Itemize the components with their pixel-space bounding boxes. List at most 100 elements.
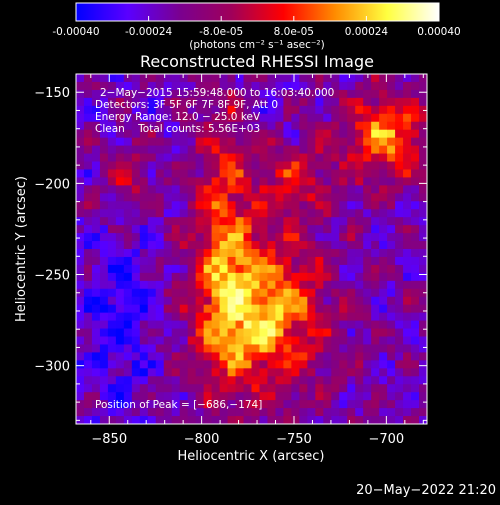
heatmap-cell	[299, 328, 308, 338]
heatmap-cell	[259, 376, 269, 385]
heatmap-cell	[307, 312, 316, 322]
heatmap-cell	[99, 129, 109, 139]
heatmap-cell	[299, 264, 308, 274]
heatmap-cell	[83, 344, 93, 353]
heatmap-cell	[347, 249, 356, 258]
heatmap-cell	[155, 272, 165, 282]
heatmap-cell	[355, 145, 364, 155]
heatmap-cell	[355, 368, 364, 377]
heatmap-cell	[211, 312, 221, 322]
heatmap-cell	[139, 89, 149, 99]
heatmap-cell	[259, 121, 269, 131]
heatmap-cell	[291, 161, 300, 171]
heatmap-cell	[187, 288, 197, 298]
heatmap-cell	[203, 209, 213, 218]
heatmap-cell	[179, 392, 189, 401]
heatmap-cell	[387, 169, 396, 178]
heatmap-cell	[187, 97, 197, 107]
heatmap-cell	[347, 185, 356, 194]
heatmap-cell	[123, 74, 133, 83]
heatmap-cell	[171, 272, 181, 282]
heatmap-cell	[371, 209, 380, 218]
heatmap-cell	[187, 344, 197, 353]
heatmap-cell	[115, 408, 125, 417]
heatmap-cell	[107, 161, 117, 171]
heatmap-cell	[259, 288, 269, 298]
heatmap-cell	[307, 97, 316, 107]
heatmap-cell	[179, 249, 189, 258]
heatmap-cell	[291, 360, 300, 369]
heatmap-cell	[147, 233, 157, 242]
heatmap-cell	[115, 153, 125, 163]
heatmap-cell	[331, 74, 340, 83]
heatmap-cell	[347, 336, 356, 346]
heatmap-cell	[211, 368, 221, 377]
heatmap-cell	[403, 296, 412, 306]
heatmap-cell	[339, 161, 348, 171]
heatmap-cell	[331, 89, 340, 99]
heatmap-cell	[195, 280, 205, 290]
heatmap-cell	[291, 193, 300, 202]
heatmap-cell	[76, 320, 85, 330]
heatmap-cell	[275, 416, 285, 424]
heatmap-cell	[291, 288, 300, 298]
heatmap-cell	[363, 328, 372, 338]
heatmap-cell	[339, 376, 348, 385]
heatmap-cell	[339, 384, 348, 393]
heatmap-cell	[267, 408, 277, 417]
heatmap-cell	[187, 185, 197, 194]
annotation-clean-counts: Clean Total counts: 5.56E+03	[95, 123, 260, 135]
heatmap-cell	[307, 304, 316, 314]
heatmap-cell	[211, 201, 221, 210]
heatmap-cell	[315, 74, 324, 83]
heatmap-cell	[107, 185, 117, 194]
heatmap-cell	[347, 105, 356, 115]
heatmap-cell	[123, 121, 133, 131]
heatmap-cell	[187, 256, 197, 266]
heatmap-cell	[315, 408, 324, 417]
heatmap-cell	[163, 217, 173, 226]
heatmap-cell	[195, 256, 205, 266]
heatmap-cell	[171, 352, 181, 361]
heatmap-cell	[203, 352, 213, 361]
heatmap-cell	[307, 256, 316, 266]
heatmap-cell	[395, 264, 404, 274]
x-axis-label: Heliocentric X (arcsec)	[178, 449, 325, 464]
heatmap-cell	[179, 280, 189, 290]
heatmap-cell	[331, 169, 340, 178]
heatmap-cell	[107, 416, 117, 424]
heatmap-cell	[331, 304, 340, 314]
heatmap-cell	[339, 81, 348, 91]
heatmap-cell	[251, 97, 261, 107]
heatmap-cell	[227, 320, 237, 330]
heatmap-cell	[155, 81, 165, 91]
heatmap-cell	[76, 328, 85, 338]
heatmap-cell	[227, 97, 237, 107]
colorbar-tick-label: 8.0e-05	[274, 26, 314, 38]
heatmap-cell	[219, 360, 229, 369]
heatmap-cell	[387, 256, 396, 266]
heatmap-cell	[219, 320, 229, 330]
heatmap-cell	[403, 113, 412, 123]
heatmap-cell	[299, 89, 308, 99]
heatmap-cell	[107, 89, 117, 99]
heatmap-cell	[251, 209, 261, 218]
heatmap-cell	[307, 225, 316, 234]
heatmap-cell	[115, 272, 125, 282]
heatmap-cell	[179, 169, 189, 178]
heatmap-cell	[131, 384, 141, 393]
heatmap-cell	[179, 328, 189, 338]
heatmap-cell	[203, 256, 213, 266]
heatmap-cell	[411, 225, 420, 234]
heatmap-cell	[83, 296, 93, 306]
heatmap-cell	[259, 209, 269, 218]
heatmap-cell	[323, 288, 332, 298]
heatmap-cell	[323, 105, 332, 115]
heatmap-cell	[411, 416, 420, 424]
heatmap-cell	[403, 336, 412, 346]
heatmap-cell	[387, 105, 396, 115]
heatmap-cell	[307, 384, 316, 393]
heatmap-cell	[131, 97, 141, 107]
heatmap-cell	[235, 249, 245, 258]
heatmap-cell	[235, 145, 245, 155]
